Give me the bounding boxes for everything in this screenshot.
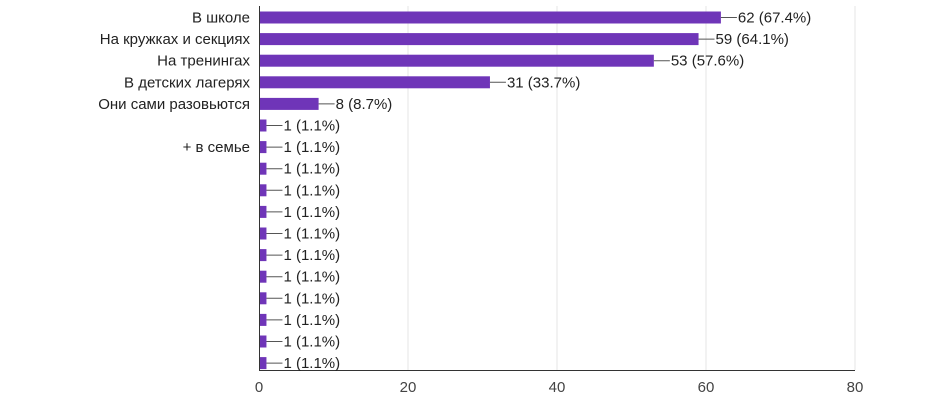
x-tick-label: 20 bbox=[400, 379, 417, 396]
bars bbox=[260, 11, 721, 370]
axes bbox=[259, 6, 855, 371]
x-tick-label: 60 bbox=[698, 379, 715, 396]
bar bbox=[260, 119, 267, 132]
data-label: 1 (1.1%) bbox=[283, 226, 340, 243]
data-label: 1 (1.1%) bbox=[283, 312, 340, 329]
data-label: 1 (1.1%) bbox=[283, 118, 340, 135]
data-label: 31 (33.7%) bbox=[507, 74, 580, 91]
data-label: 1 (1.1%) bbox=[283, 182, 340, 199]
data-label: 1 (1.1%) bbox=[283, 355, 340, 372]
bar bbox=[260, 313, 267, 326]
bar bbox=[260, 335, 267, 348]
data-label: 1 (1.1%) bbox=[283, 139, 340, 156]
bar bbox=[260, 141, 267, 154]
x-tick-label: 40 bbox=[549, 379, 566, 396]
category-label: На тренингах bbox=[157, 53, 250, 70]
data-label: 8 (8.7%) bbox=[336, 96, 393, 113]
bar bbox=[260, 227, 267, 240]
bar bbox=[260, 76, 490, 89]
data-label: 1 (1.1%) bbox=[283, 247, 340, 264]
bar bbox=[260, 357, 267, 370]
bar bbox=[260, 54, 654, 67]
bar bbox=[260, 97, 319, 110]
bar bbox=[260, 292, 267, 305]
bar bbox=[260, 205, 267, 218]
data-label: 53 (57.6%) bbox=[671, 53, 744, 70]
labels: 0 20 40 60 80 62 (67.4%) В школе 59 (64.1%) На к… bbox=[98, 10, 863, 397]
bar bbox=[260, 11, 721, 24]
data-label: 1 (1.1%) bbox=[283, 204, 340, 221]
bar bbox=[260, 184, 267, 197]
bar bbox=[260, 33, 699, 46]
data-label: 1 (1.1%) bbox=[283, 290, 340, 307]
bar bbox=[260, 162, 267, 175]
data-label: 59 (64.1%) bbox=[716, 31, 789, 48]
category-label: На кружках и секциях bbox=[100, 31, 251, 48]
category-label: Они сами разовьются bbox=[98, 96, 250, 113]
data-label: 1 (1.1%) bbox=[283, 269, 340, 286]
x-tick-label: 0 bbox=[255, 379, 263, 396]
x-tick-label: 80 bbox=[847, 379, 864, 396]
data-label: 1 (1.1%) bbox=[283, 161, 340, 178]
category-label: В детских лагерях bbox=[124, 74, 250, 91]
bar bbox=[260, 249, 267, 262]
category-label: В школе bbox=[192, 10, 250, 27]
bar bbox=[260, 270, 267, 283]
data-label: 62 (67.4%) bbox=[738, 10, 811, 27]
category-label: + в семье bbox=[183, 139, 250, 156]
data-label: 1 (1.1%) bbox=[283, 334, 340, 351]
